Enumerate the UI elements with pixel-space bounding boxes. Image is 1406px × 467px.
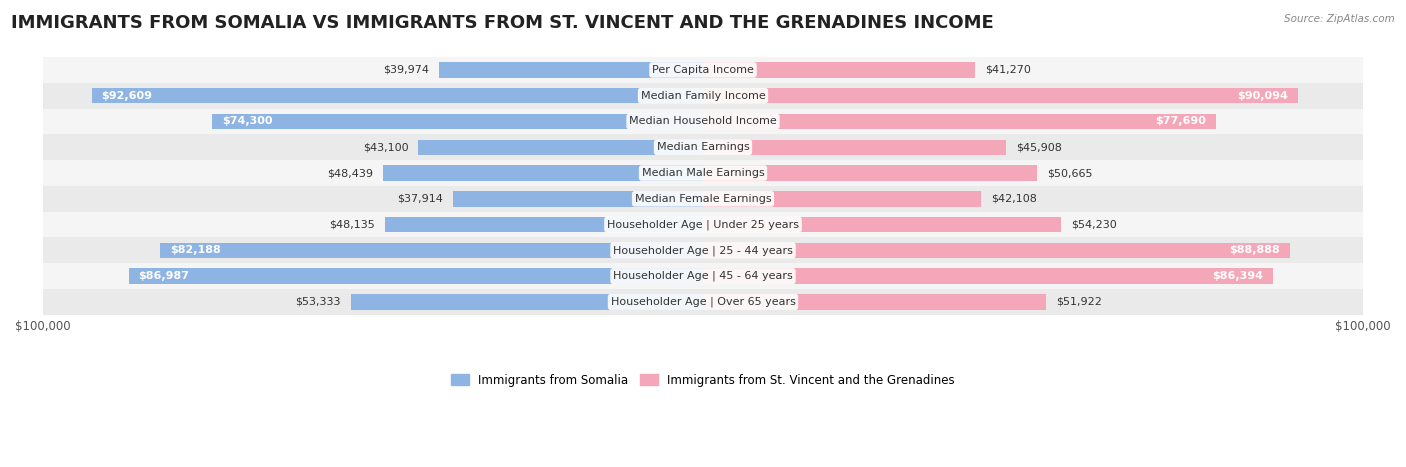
Bar [42,160,1364,186]
Bar [42,57,1364,83]
Text: $45,908: $45,908 [1017,142,1062,152]
Bar [439,62,703,78]
Text: Per Capita Income: Per Capita Income [652,65,754,75]
Bar [453,191,703,206]
Bar [703,62,976,78]
Text: $74,300: $74,300 [222,116,273,127]
Text: $53,333: $53,333 [295,297,342,307]
Text: Median Male Earnings: Median Male Earnings [641,168,765,178]
Text: Median Female Earnings: Median Female Earnings [634,194,772,204]
Text: $48,439: $48,439 [328,168,374,178]
Text: Median Family Income: Median Family Income [641,91,765,101]
Bar [703,269,1274,284]
Text: $50,665: $50,665 [1047,168,1092,178]
Bar [212,114,703,129]
Bar [384,165,703,181]
Text: $37,914: $37,914 [396,194,443,204]
Text: $43,100: $43,100 [363,142,409,152]
Text: $86,987: $86,987 [139,271,190,281]
Bar [42,134,1364,160]
Text: Householder Age | 45 - 64 years: Householder Age | 45 - 64 years [613,271,793,282]
Bar [703,140,1007,155]
Text: $90,094: $90,094 [1237,91,1288,101]
Bar [352,294,703,310]
Text: IMMIGRANTS FROM SOMALIA VS IMMIGRANTS FROM ST. VINCENT AND THE GRENADINES INCOME: IMMIGRANTS FROM SOMALIA VS IMMIGRANTS FR… [11,14,994,32]
Text: Median Household Income: Median Household Income [628,116,778,127]
Text: $41,270: $41,270 [986,65,1031,75]
Bar [42,238,1364,263]
Text: Householder Age | 25 - 44 years: Householder Age | 25 - 44 years [613,245,793,255]
Text: $86,394: $86,394 [1212,271,1264,281]
Text: $51,922: $51,922 [1056,297,1101,307]
Bar [160,243,703,258]
Text: Householder Age | Under 25 years: Householder Age | Under 25 years [607,219,799,230]
Bar [42,289,1364,315]
Text: Householder Age | Over 65 years: Householder Age | Over 65 years [610,297,796,307]
Text: $92,609: $92,609 [101,91,152,101]
Bar [42,186,1364,212]
Bar [42,83,1364,109]
Text: $48,135: $48,135 [329,219,375,230]
Bar [91,88,703,103]
Bar [703,165,1038,181]
Bar [703,294,1046,310]
Text: $82,188: $82,188 [170,245,221,255]
Text: $88,888: $88,888 [1229,245,1279,255]
Bar [703,88,1298,103]
Bar [703,114,1216,129]
Bar [703,243,1289,258]
Bar [129,269,703,284]
Text: $77,690: $77,690 [1156,116,1206,127]
Bar [703,217,1062,232]
Bar [42,263,1364,289]
Text: Median Earnings: Median Earnings [657,142,749,152]
Bar [42,109,1364,134]
Text: $42,108: $42,108 [991,194,1036,204]
Legend: Immigrants from Somalia, Immigrants from St. Vincent and the Grenadines: Immigrants from Somalia, Immigrants from… [446,369,960,391]
Text: Source: ZipAtlas.com: Source: ZipAtlas.com [1284,14,1395,24]
Bar [42,212,1364,238]
Text: $39,974: $39,974 [384,65,429,75]
Text: $54,230: $54,230 [1071,219,1116,230]
Bar [703,191,981,206]
Bar [385,217,703,232]
Bar [419,140,703,155]
